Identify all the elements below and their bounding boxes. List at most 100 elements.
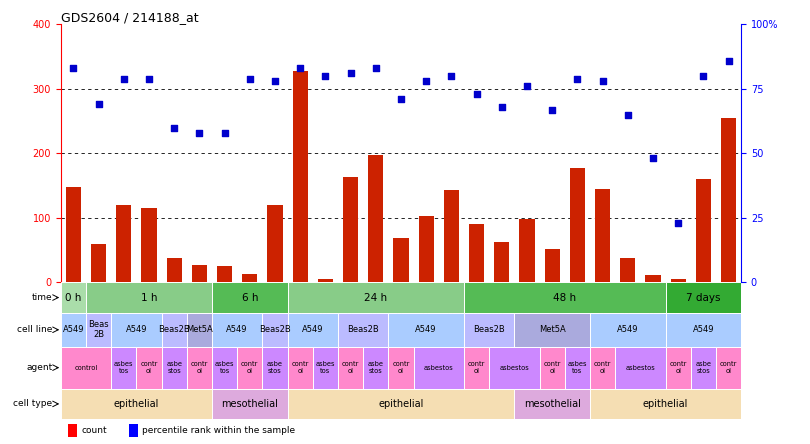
Bar: [394, 238, 408, 282]
Point: [143, 75, 156, 82]
Bar: [464, 282, 666, 313]
Text: time: time: [32, 293, 53, 302]
Bar: [469, 224, 484, 282]
Point: [697, 72, 710, 79]
Text: contr
ol: contr ol: [594, 361, 612, 374]
Text: asbe
stos: asbe stos: [267, 361, 283, 374]
Bar: [262, 313, 288, 347]
Bar: [721, 118, 736, 282]
Point: [294, 65, 307, 72]
Bar: [237, 347, 262, 388]
Bar: [514, 313, 590, 347]
Point: [470, 91, 483, 98]
Bar: [414, 347, 464, 388]
Text: epithelial: epithelial: [113, 399, 159, 409]
Text: agent: agent: [27, 363, 53, 372]
Text: 1 h: 1 h: [141, 293, 157, 302]
Bar: [318, 279, 333, 282]
Bar: [212, 313, 262, 347]
Text: asbe
stos: asbe stos: [368, 361, 384, 374]
Bar: [595, 189, 610, 282]
Text: contr
ol: contr ol: [468, 361, 485, 374]
Point: [344, 70, 357, 77]
Text: percentile rank within the sample: percentile rank within the sample: [143, 426, 296, 435]
Bar: [292, 71, 308, 282]
Text: contr
ol: contr ol: [241, 361, 258, 374]
Text: 6 h: 6 h: [241, 293, 258, 302]
Bar: [646, 275, 660, 282]
Bar: [369, 155, 383, 282]
Text: A549: A549: [416, 325, 437, 334]
Point: [445, 72, 458, 79]
Bar: [388, 347, 414, 388]
Bar: [61, 282, 86, 313]
Bar: [129, 424, 139, 437]
Bar: [444, 190, 459, 282]
Bar: [388, 313, 464, 347]
Point: [521, 83, 534, 90]
Point: [369, 65, 382, 72]
Point: [596, 78, 609, 85]
Text: cell line: cell line: [17, 325, 53, 334]
Text: GDS2604 / 214188_at: GDS2604 / 214188_at: [61, 12, 198, 24]
Point: [319, 72, 332, 79]
Bar: [61, 347, 111, 388]
Bar: [343, 177, 358, 282]
Bar: [565, 347, 590, 388]
Bar: [363, 347, 388, 388]
Point: [218, 129, 231, 136]
Text: contr
ol: contr ol: [140, 361, 158, 374]
Text: asbes
tos: asbes tos: [568, 361, 587, 374]
Bar: [267, 205, 283, 282]
Bar: [666, 347, 691, 388]
Text: asbes
tos: asbes tos: [114, 361, 134, 374]
Bar: [116, 205, 131, 282]
Text: contr
ol: contr ol: [190, 361, 208, 374]
Bar: [262, 347, 288, 388]
Text: asbestos: asbestos: [500, 365, 529, 371]
Bar: [212, 282, 288, 313]
Point: [722, 57, 735, 64]
Point: [117, 75, 130, 82]
Text: control: control: [75, 365, 97, 371]
Bar: [187, 313, 212, 347]
Bar: [519, 219, 535, 282]
Bar: [111, 313, 161, 347]
Text: asbestos: asbestos: [424, 365, 454, 371]
Text: A549: A549: [126, 325, 147, 334]
Point: [92, 101, 105, 108]
Bar: [514, 388, 590, 419]
Bar: [464, 347, 489, 388]
Bar: [338, 347, 363, 388]
Point: [193, 129, 206, 136]
Text: asbes
tos: asbes tos: [316, 361, 335, 374]
Point: [621, 111, 634, 118]
Bar: [288, 388, 514, 419]
Bar: [544, 249, 560, 282]
Text: A549: A549: [302, 325, 323, 334]
Bar: [67, 424, 77, 437]
Text: Beas2B: Beas2B: [158, 325, 190, 334]
Bar: [242, 274, 258, 282]
Bar: [620, 258, 635, 282]
Bar: [136, 347, 161, 388]
Text: mesothelial: mesothelial: [524, 399, 581, 409]
Bar: [464, 313, 514, 347]
Point: [243, 75, 256, 82]
Text: Beas2B: Beas2B: [347, 325, 379, 334]
Text: cell type: cell type: [14, 400, 53, 408]
Bar: [161, 313, 187, 347]
Bar: [716, 347, 741, 388]
Text: Met5A: Met5A: [539, 325, 565, 334]
Bar: [161, 347, 187, 388]
Text: contr
ol: contr ol: [669, 361, 687, 374]
Text: epithelial: epithelial: [643, 399, 688, 409]
Bar: [590, 313, 666, 347]
Text: Beas2B: Beas2B: [473, 325, 505, 334]
Bar: [671, 279, 686, 282]
Bar: [494, 242, 509, 282]
Point: [571, 75, 584, 82]
Bar: [66, 187, 81, 282]
Text: A549: A549: [617, 325, 638, 334]
Point: [394, 95, 407, 103]
